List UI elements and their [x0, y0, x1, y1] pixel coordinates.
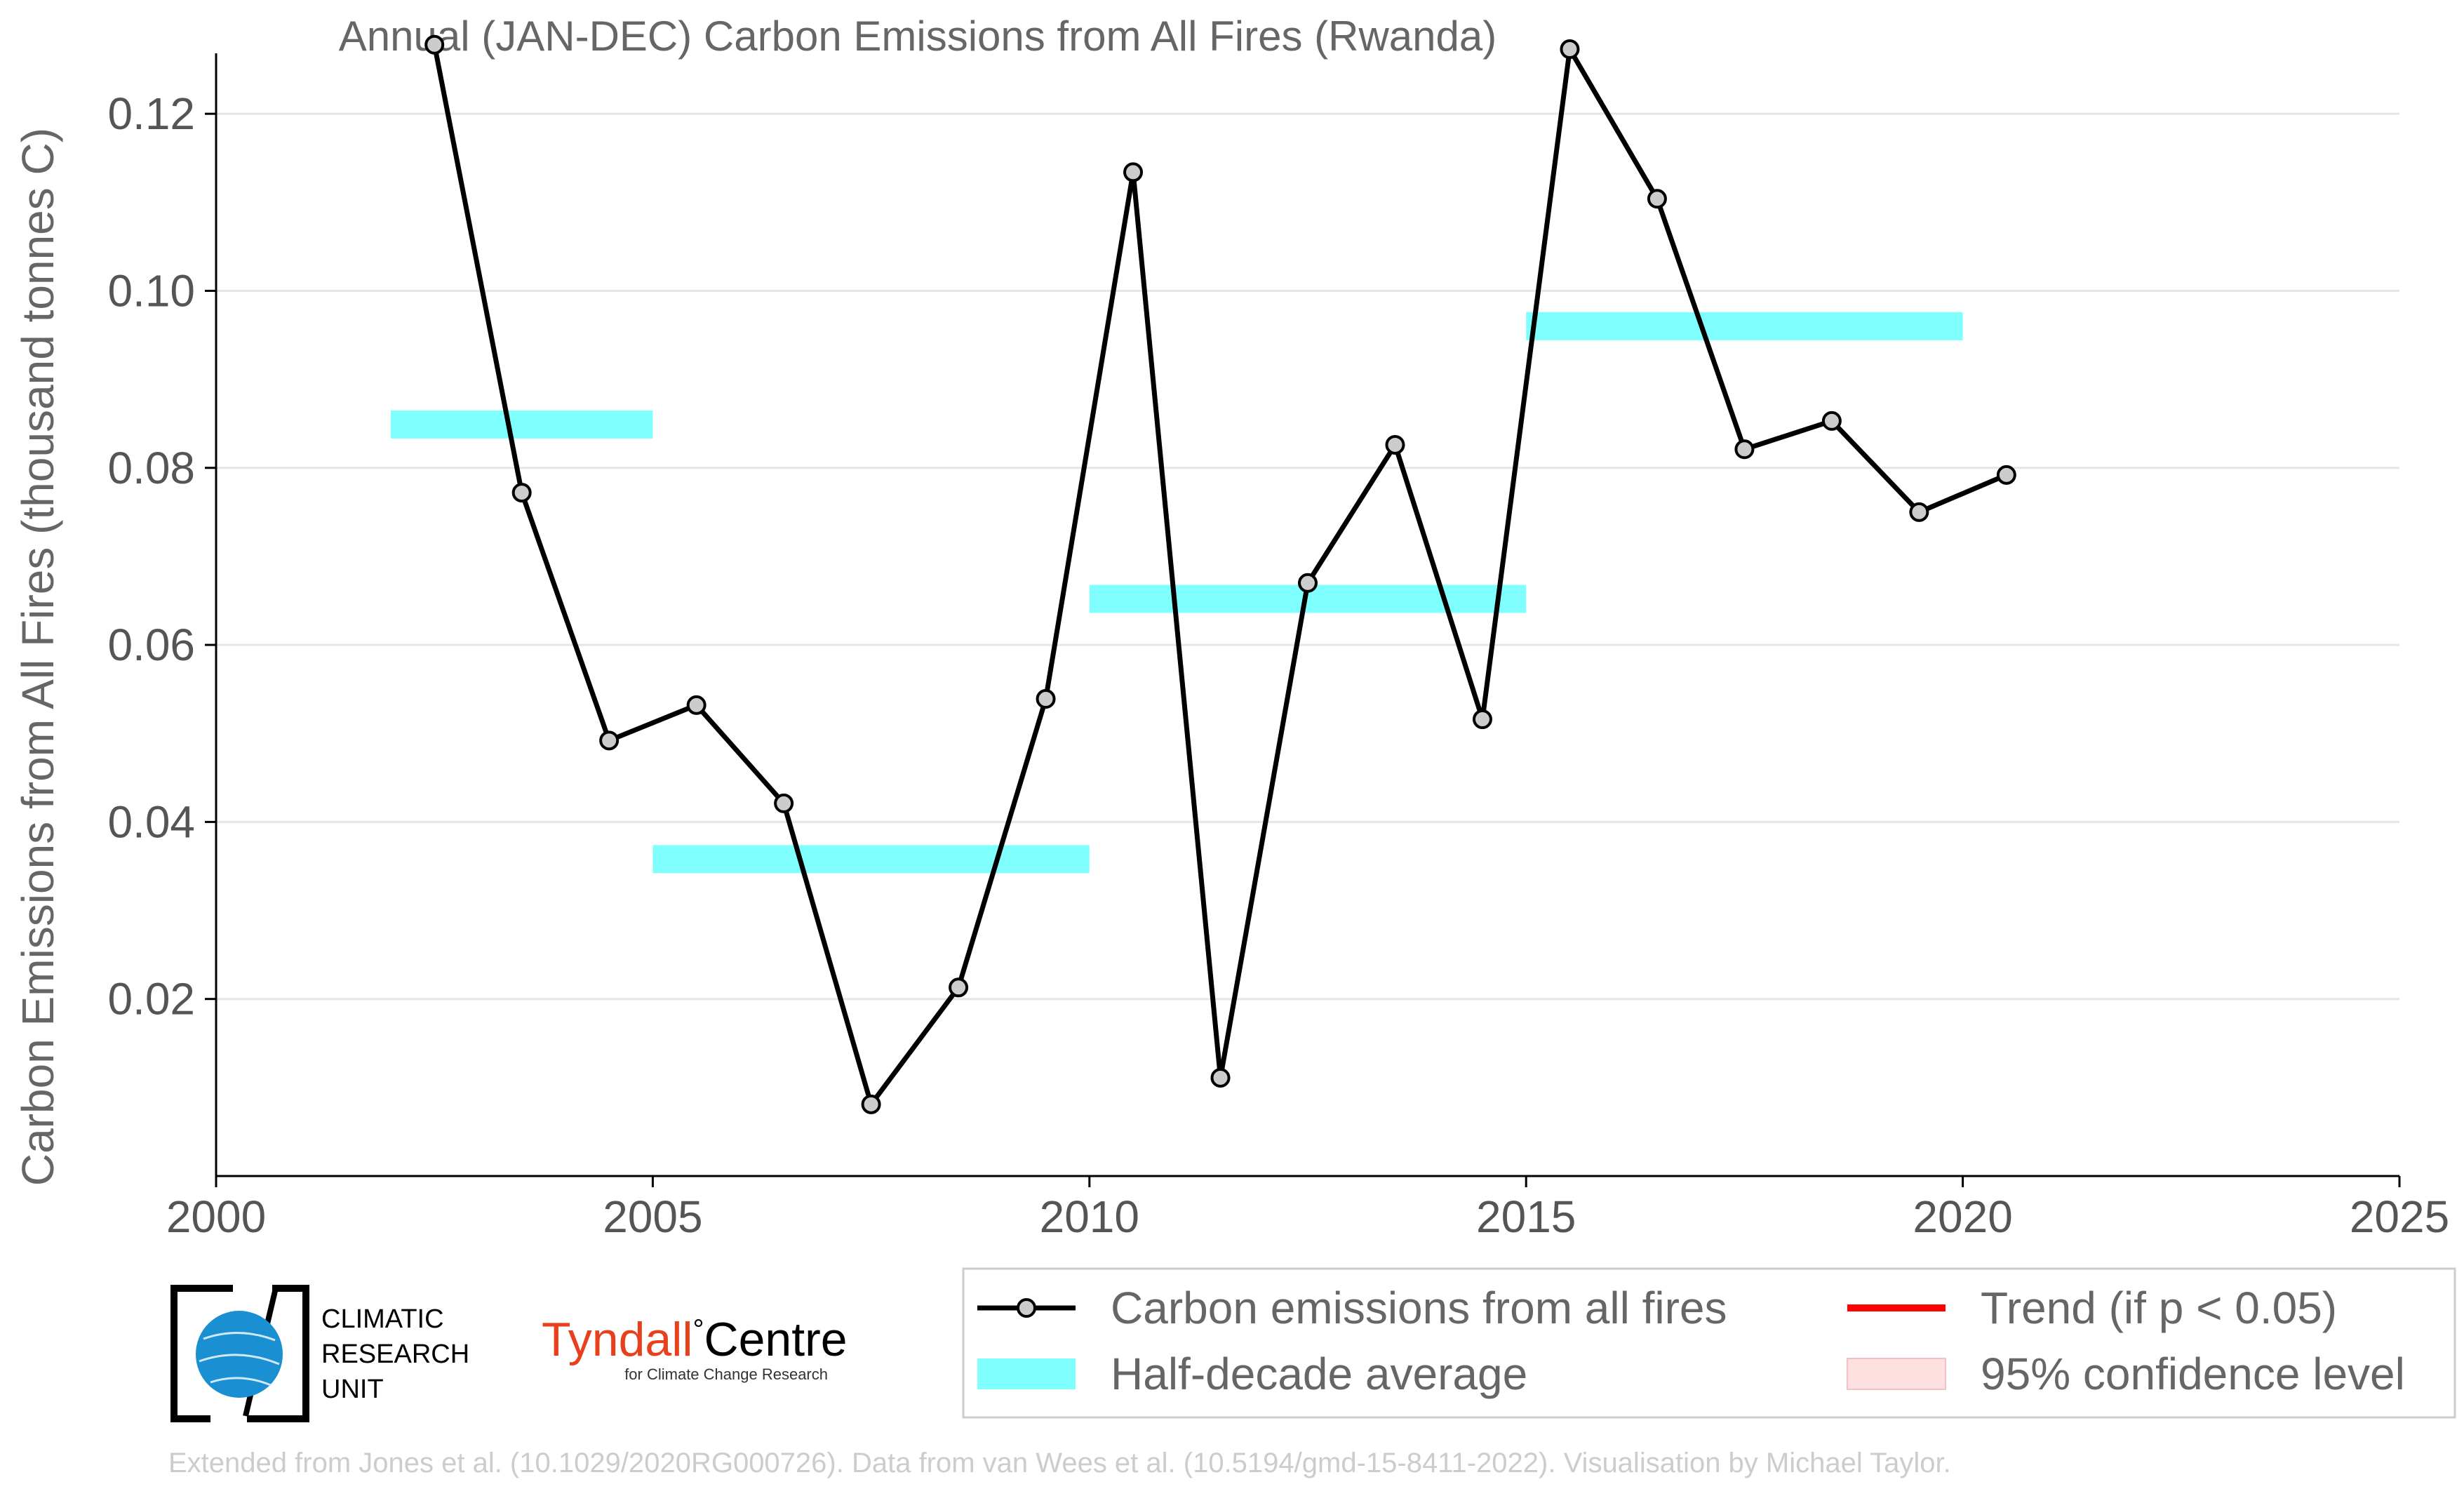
cru-logo-bracket-left	[170, 1285, 233, 1422]
y-tick-label: 0.04	[107, 796, 195, 847]
emissions-point	[1036, 689, 1056, 709]
emissions-point	[599, 730, 620, 751]
axes: 0.02 0.04 0.06 0.08 0.10 0.12 2000 2005 2010 2015…	[107, 53, 2449, 1242]
emissions-point	[686, 695, 707, 715]
x-tick-label: 2020	[1913, 1191, 2012, 1242]
legend-trend-label: Trend (if p < 0.05)	[1981, 1283, 2337, 1333]
emissions-point	[1996, 465, 2016, 485]
emissions-line	[431, 44, 2008, 1107]
x-tick-label: 2000	[166, 1191, 266, 1242]
emissions-point	[949, 977, 969, 998]
half-decade-average-bar	[652, 845, 1090, 874]
emissions-point	[861, 1094, 881, 1114]
y-axis-label: Carbon Emissions from All Fires (thousan…	[13, 128, 63, 1186]
y-tick-label: 0.06	[107, 620, 195, 670]
half-decade-average-series	[390, 312, 1963, 874]
emissions-point	[424, 34, 445, 55]
tyndall-degree: °	[692, 1314, 704, 1345]
emissions-point	[1123, 162, 1144, 182]
legend-average-label: Half-decade average	[1111, 1349, 1527, 1399]
emissions-series	[424, 34, 2016, 1114]
tyndall-word: Tyndall	[542, 1313, 692, 1366]
grid	[216, 112, 2399, 1001]
cru-line-3: UNIT	[321, 1375, 384, 1404]
tyndall-centre-word: Centre	[704, 1313, 847, 1366]
legend-frame	[962, 1267, 2456, 1419]
cru-line-1: CLIMATIC	[321, 1304, 444, 1334]
y-tick-label: 0.12	[107, 88, 195, 139]
globe-icon-lines	[199, 1331, 280, 1387]
x-tick-label: 2010	[1040, 1191, 1139, 1242]
emissions-point	[1734, 439, 1755, 460]
emissions-point	[774, 793, 794, 813]
x-tick-label: 2005	[603, 1191, 702, 1242]
legend: Carbon emissions from all fires Trend (i…	[962, 1267, 2456, 1419]
emissions-point	[1560, 39, 1580, 60]
emissions-point	[1472, 709, 1492, 730]
half-decade-average-bar	[390, 410, 653, 439]
emissions-point	[1647, 189, 1667, 209]
emissions-point	[1210, 1067, 1231, 1088]
legend-emissions-label: Carbon emissions from all fires	[1111, 1283, 1727, 1333]
emissions-point	[511, 483, 532, 503]
y-tick-label: 0.02	[107, 974, 195, 1024]
legend-confidence-label: 95% confidence level	[1981, 1349, 2405, 1399]
x-tick-label: 2025	[2350, 1191, 2449, 1242]
cru-line-2: RESEARCH	[321, 1340, 469, 1369]
tyndall-logo: Tyndall°Centre for Climate Change Resear…	[542, 1313, 848, 1383]
y-tick-label: 0.08	[107, 443, 195, 493]
y-tick-label: 0.10	[107, 265, 195, 316]
x-tick-label: 2015	[1476, 1191, 1576, 1242]
credit-line: Extended from Jones et al. (10.1029/2020…	[168, 1448, 1951, 1478]
legend-average-swatch	[977, 1358, 1076, 1389]
legend-confidence-swatch	[1847, 1358, 1946, 1390]
emissions-point	[1298, 573, 1318, 593]
tyndall-logo-text: Tyndall°Centre	[542, 1313, 848, 1366]
cru-logo-bracket-right	[247, 1285, 309, 1422]
emissions-point	[1385, 434, 1405, 455]
half-decade-average-bar	[1526, 312, 1963, 340]
legend-emissions-marker	[1017, 1298, 1036, 1318]
tyndall-subtitle: for Climate Change Research	[624, 1365, 828, 1383]
cru-logo: CLIMATIC RESEARCH UNIT	[170, 1285, 469, 1422]
emissions-point	[1821, 410, 1842, 431]
emissions-point	[1909, 502, 1929, 522]
chart-title: Annual (JAN-DEC) Carbon Emissions from A…	[339, 13, 1497, 60]
